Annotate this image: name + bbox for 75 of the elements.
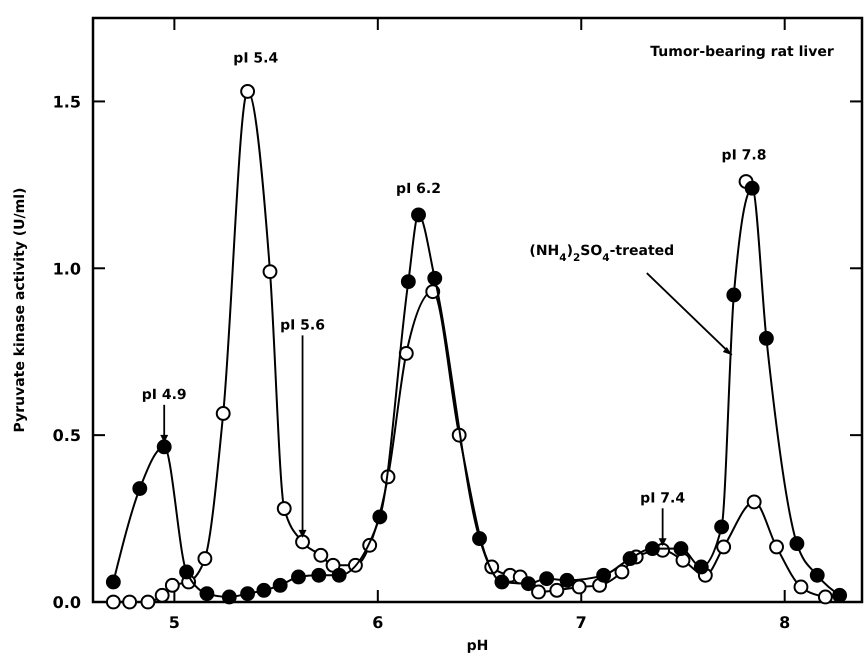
point <box>549 582 564 598</box>
point <box>106 574 121 590</box>
point <box>622 551 638 566</box>
x-tick-label: 5 <box>168 613 180 632</box>
point <box>818 590 833 604</box>
point <box>156 439 172 454</box>
annotation: pI 4.9 <box>142 386 187 403</box>
point <box>400 274 416 290</box>
point <box>199 586 214 602</box>
annotation: pI 5.6 <box>280 317 325 334</box>
point <box>427 270 442 286</box>
point <box>411 207 426 222</box>
annotation: (NH$_{4}$)$_{2}$SO$_{4}$-treated <box>529 243 674 264</box>
point <box>645 541 660 556</box>
point <box>494 574 510 590</box>
annotation: pI 5.4 <box>233 50 278 67</box>
point <box>276 501 292 516</box>
point <box>164 578 180 593</box>
x-tick-label: 6 <box>372 613 384 632</box>
point <box>122 594 138 610</box>
point <box>216 406 231 421</box>
y-tick-label: 1.0 <box>52 259 81 278</box>
point <box>311 568 326 583</box>
point <box>132 481 148 496</box>
point <box>291 570 306 584</box>
x-tick-label: 8 <box>779 613 790 632</box>
y-tick-label: 0.0 <box>52 593 81 612</box>
point <box>332 568 347 583</box>
point <box>197 551 212 566</box>
annotation: pI 7.8 <box>722 148 766 164</box>
point <box>676 552 690 568</box>
point <box>531 584 546 600</box>
point <box>179 564 194 580</box>
point <box>716 540 732 554</box>
point <box>154 588 170 603</box>
point <box>714 519 730 534</box>
point <box>810 568 825 583</box>
x-axis-title: pH <box>466 638 488 654</box>
point <box>222 590 237 604</box>
annotation: pI 6.2 <box>396 180 441 197</box>
point <box>240 84 256 99</box>
point <box>746 494 762 510</box>
point <box>295 534 310 550</box>
point <box>326 558 340 573</box>
point <box>106 594 121 610</box>
point <box>789 536 804 552</box>
point <box>472 531 487 546</box>
point <box>769 540 784 554</box>
point <box>539 571 554 586</box>
text: Tumor-bearing rat liver <box>650 44 834 60</box>
point <box>262 264 278 280</box>
point <box>398 346 414 361</box>
point <box>313 548 328 563</box>
point <box>674 541 688 556</box>
point <box>758 330 774 346</box>
y-tick-label: 1.5 <box>52 92 81 112</box>
point <box>372 509 388 524</box>
point <box>694 560 709 574</box>
point <box>256 582 272 598</box>
point <box>832 588 848 603</box>
point <box>520 576 536 592</box>
y-axis-title: Pyruvate kinase activity (U/ml) <box>12 188 28 432</box>
point <box>794 580 808 594</box>
point <box>744 180 760 196</box>
point <box>572 580 587 594</box>
point <box>140 594 156 610</box>
x-tick-label: 7 <box>576 613 587 632</box>
point <box>596 568 612 583</box>
point <box>240 586 256 602</box>
point <box>560 572 574 588</box>
point <box>726 288 742 302</box>
point <box>272 578 288 593</box>
annotation: pI 7.4 <box>640 490 686 506</box>
y-tick-label: 0.5 <box>52 426 81 446</box>
point <box>614 564 630 580</box>
